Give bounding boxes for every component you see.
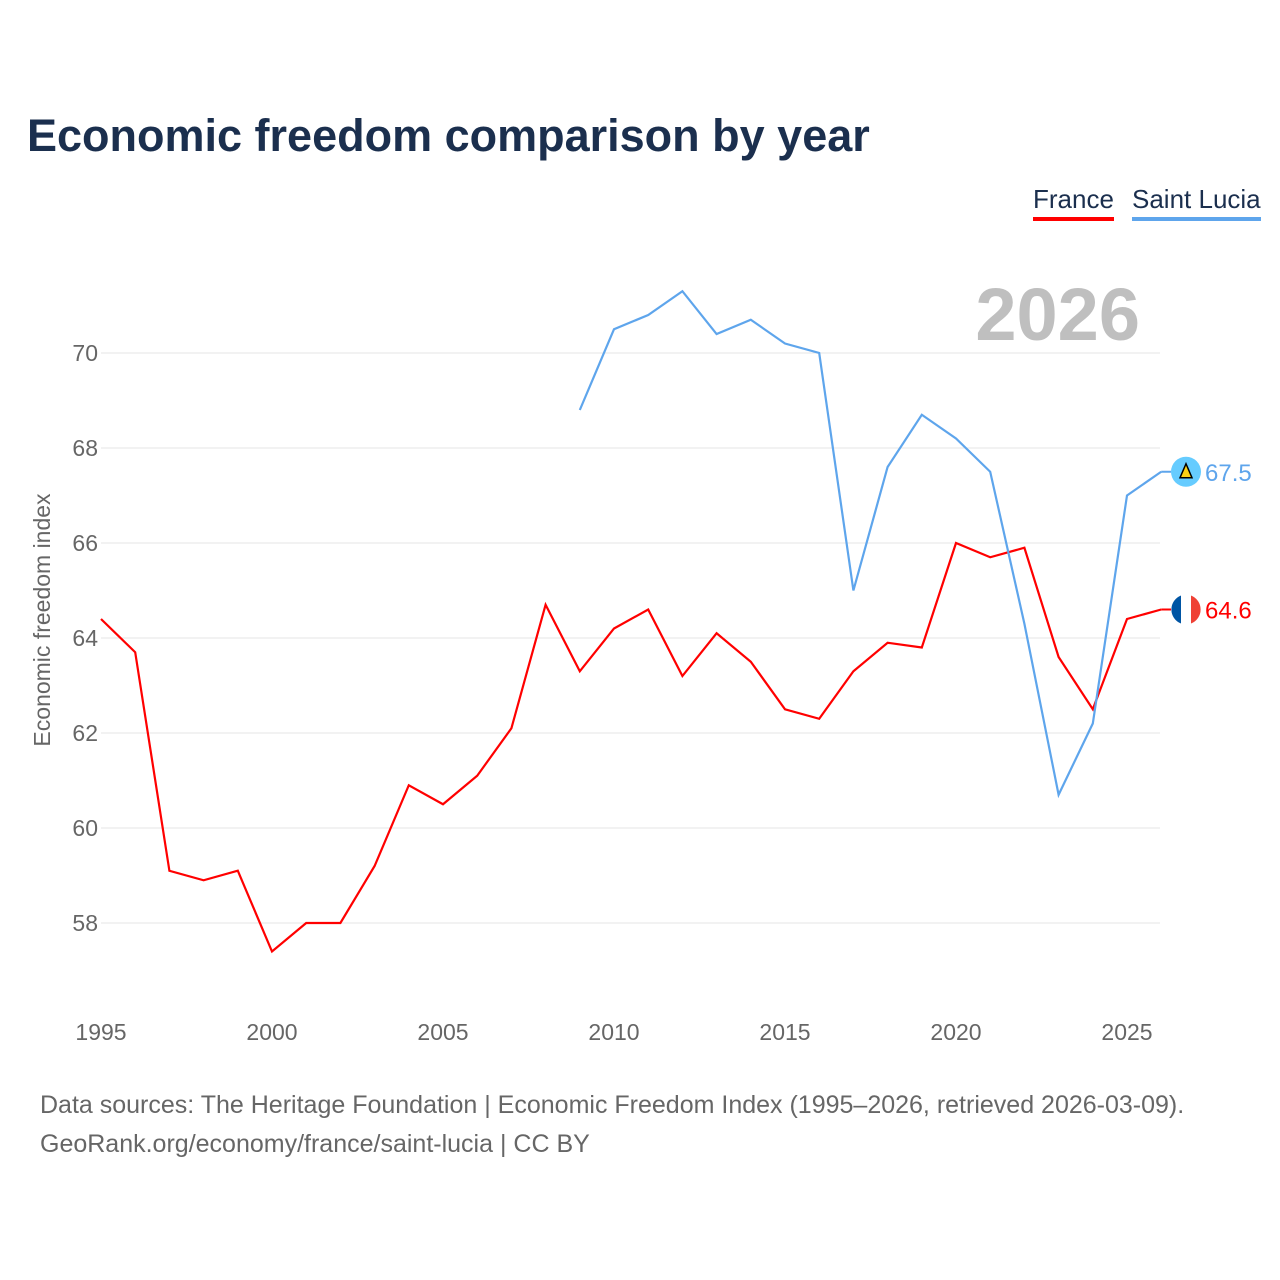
x-tick-label: 2020 xyxy=(930,1019,981,1045)
source-line-2[interactable]: GeoRank.org/economy/france/saint-lucia |… xyxy=(40,1130,590,1158)
legend-saint-lucia[interactable]: Saint Lucia xyxy=(1132,184,1261,221)
source-line-1: Data sources: The Heritage Foundation | … xyxy=(40,1091,1185,1119)
end-value-label: 64.6 xyxy=(1205,598,1252,625)
x-tick-label: 2010 xyxy=(588,1019,639,1045)
y-tick-label: 68 xyxy=(72,435,98,461)
end-value-label: 67.5 xyxy=(1205,460,1252,487)
series-line-france xyxy=(100,541,1162,954)
france-flag-icon xyxy=(1171,594,1201,625)
legend-france[interactable]: France xyxy=(1033,184,1114,221)
series-line-saint-lucia xyxy=(578,289,1162,799)
source-note: Data sources: The Heritage Foundation | … xyxy=(40,1086,1184,1164)
saint-lucia-flag-icon xyxy=(1171,456,1201,487)
year-watermark: 2026 xyxy=(975,273,1140,356)
y-tick-label: 60 xyxy=(72,815,98,841)
y-tick-label: 70 xyxy=(72,340,98,366)
x-tick-label: 2025 xyxy=(1101,1019,1152,1045)
x-tick-label: 2005 xyxy=(417,1019,468,1045)
y-tick-label: 58 xyxy=(72,910,98,936)
x-tick-label: 2015 xyxy=(759,1019,810,1045)
y-axis-label: Economic freedom index xyxy=(29,493,55,747)
chart-title: Economic freedom comparison by year xyxy=(27,110,870,161)
y-tick-label: 66 xyxy=(72,530,98,556)
y-tick-label: 64 xyxy=(72,625,98,651)
y-tick-label: 62 xyxy=(72,720,98,746)
x-tick-label: 1995 xyxy=(75,1019,126,1045)
x-tick-label: 2000 xyxy=(246,1019,297,1045)
